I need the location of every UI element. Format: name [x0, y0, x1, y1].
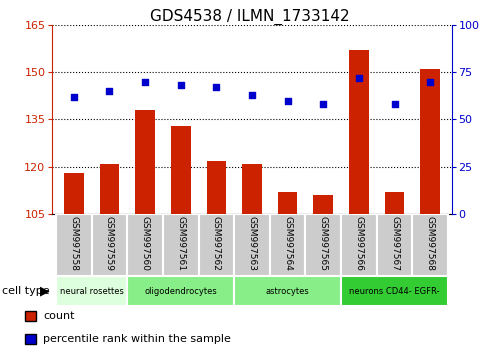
Point [426, 79, 434, 84]
Text: GDS4538 / ILMN_1733142: GDS4538 / ILMN_1733142 [150, 9, 349, 25]
Point [177, 82, 185, 88]
Text: GSM997560: GSM997560 [141, 216, 150, 271]
Text: percentile rank within the sample: percentile rank within the sample [43, 334, 232, 344]
Point [70, 94, 78, 99]
Point [141, 79, 149, 84]
Text: GSM997562: GSM997562 [212, 216, 221, 271]
Point [355, 75, 363, 81]
Bar [420, 69, 440, 214]
Bar [412, 214, 448, 276]
Bar [199, 214, 234, 276]
Point [319, 102, 327, 107]
Text: astrocytes: astrocytes [266, 287, 309, 296]
Text: GSM997561: GSM997561 [176, 216, 185, 271]
Text: GSM997564: GSM997564 [283, 216, 292, 271]
Bar [341, 214, 377, 276]
Text: ▶: ▶ [40, 285, 50, 298]
Text: oligodendrocytes: oligodendrocytes [144, 287, 217, 296]
Bar [207, 160, 226, 214]
Text: neural rosettes: neural rosettes [60, 287, 124, 296]
Bar [313, 195, 333, 214]
Bar [135, 110, 155, 214]
Text: GSM997559: GSM997559 [105, 216, 114, 271]
Text: GSM997568: GSM997568 [426, 216, 435, 271]
Bar [341, 276, 448, 306]
Bar [270, 214, 305, 276]
Text: neurons CD44- EGFR-: neurons CD44- EGFR- [349, 287, 440, 296]
Bar [92, 214, 127, 276]
Bar [385, 192, 404, 214]
Text: GSM997567: GSM997567 [390, 216, 399, 271]
Bar [234, 214, 270, 276]
Bar [234, 276, 341, 306]
Point [105, 88, 113, 94]
Point [213, 85, 221, 90]
Text: count: count [43, 311, 75, 321]
Text: cell type: cell type [2, 286, 50, 296]
Bar [64, 173, 83, 214]
Bar [242, 164, 262, 214]
Bar [278, 192, 297, 214]
Bar [349, 50, 369, 214]
Bar [171, 126, 191, 214]
Point [248, 92, 256, 98]
Bar [127, 276, 234, 306]
Bar [377, 214, 412, 276]
Point [283, 98, 291, 103]
Text: GSM997558: GSM997558 [69, 216, 78, 271]
Bar [127, 214, 163, 276]
Point [391, 102, 399, 107]
Bar [56, 214, 92, 276]
Text: GSM997565: GSM997565 [319, 216, 328, 271]
Bar [56, 276, 127, 306]
Bar [100, 164, 119, 214]
Bar [305, 214, 341, 276]
Text: GSM997566: GSM997566 [354, 216, 363, 271]
Text: GSM997563: GSM997563 [248, 216, 256, 271]
Bar [163, 214, 199, 276]
